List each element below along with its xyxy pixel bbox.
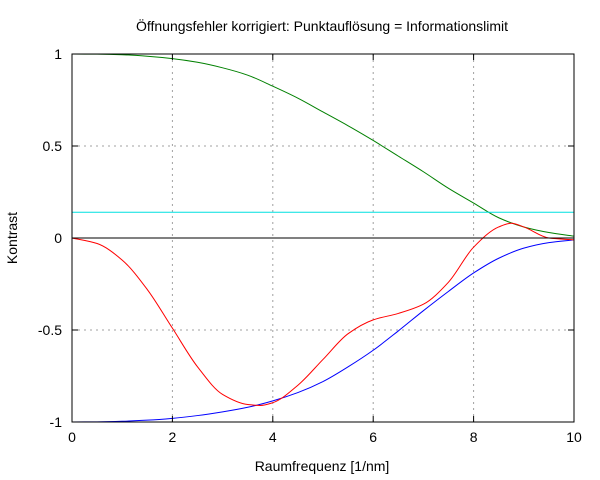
series-green-curve: [71, 53, 575, 237]
y-tick-label: -1: [50, 414, 63, 430]
series-blue-curve: [71, 239, 575, 423]
chart-title: Öffnungsfehler korrigiert: Punktauflösun…: [136, 17, 508, 34]
x-tick-label: 4: [269, 429, 277, 445]
y-axis-label: Kontrast: [4, 212, 20, 264]
y-tick-label: 0.5: [43, 138, 63, 154]
grid: [72, 54, 574, 422]
x-axis-label: Raumfrequenz [1/nm]: [255, 458, 390, 474]
x-tick-label: 6: [369, 429, 377, 445]
y-tick-label: -0.5: [38, 322, 62, 338]
x-tick-label: 8: [470, 429, 478, 445]
x-tick-label: 10: [566, 429, 582, 445]
x-tick-label: 2: [169, 429, 177, 445]
x-tick-label: 0: [68, 429, 76, 445]
series-group: [71, 53, 575, 423]
y-tick-label: 1: [54, 46, 62, 62]
y-tick-label: 0: [54, 230, 62, 246]
series-red-curve: [71, 222, 575, 406]
ticks: 0 2 4 6 8 10 -1 -0.5 0 0.5 1: [38, 46, 582, 445]
